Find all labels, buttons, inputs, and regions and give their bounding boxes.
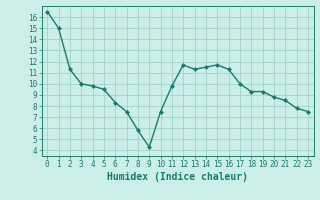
X-axis label: Humidex (Indice chaleur): Humidex (Indice chaleur) [107, 172, 248, 182]
